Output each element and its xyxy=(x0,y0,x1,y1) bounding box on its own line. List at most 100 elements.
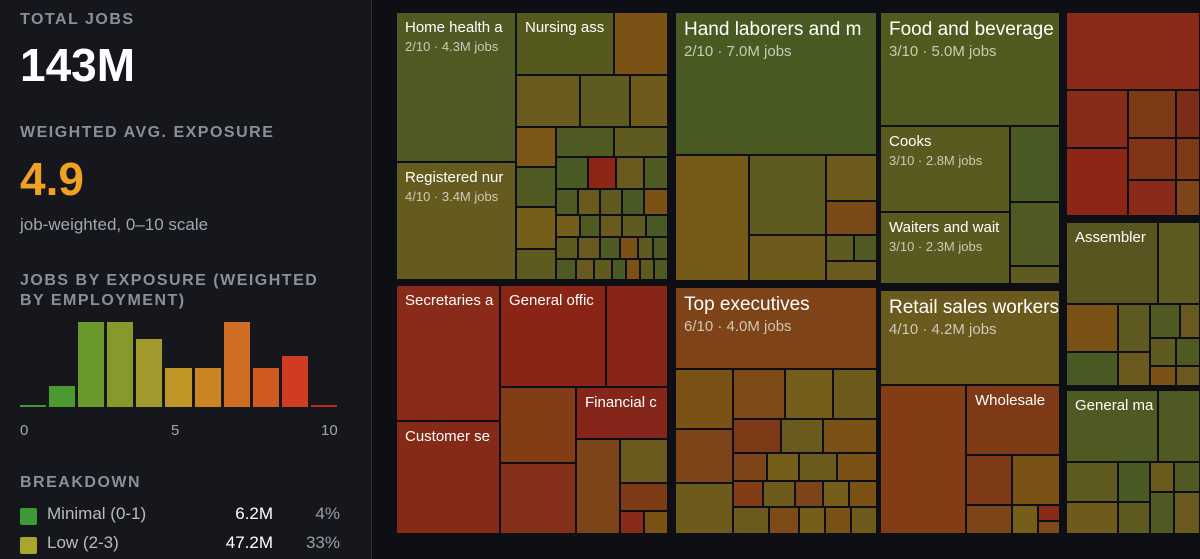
treemap-tile[interactable] xyxy=(556,237,578,259)
treemap-tile[interactable] xyxy=(1150,338,1176,366)
treemap-tile[interactable] xyxy=(1118,352,1150,386)
treemap-tile[interactable] xyxy=(576,439,620,534)
treemap-tile[interactable] xyxy=(600,215,622,237)
treemap-tile[interactable] xyxy=(1066,502,1118,534)
treemap-tile[interactable] xyxy=(630,75,668,127)
treemap-tile[interactable] xyxy=(799,453,837,481)
treemap-tile[interactable] xyxy=(1176,366,1200,386)
treemap-tile[interactable] xyxy=(826,201,877,235)
treemap-tile[interactable] xyxy=(1066,148,1128,216)
treemap-tile[interactable] xyxy=(825,507,851,534)
treemap-tile[interactable] xyxy=(733,369,785,419)
treemap-tile[interactable] xyxy=(556,157,588,189)
treemap-tile[interactable] xyxy=(1176,338,1200,366)
treemap-tile[interactable]: Food and beverage s 3/10 · 5.0M jobs xyxy=(880,12,1060,126)
treemap-tile[interactable] xyxy=(644,189,668,215)
treemap-tile[interactable] xyxy=(620,237,638,259)
treemap-tile[interactable] xyxy=(1038,521,1060,534)
treemap-tile[interactable] xyxy=(1150,462,1174,492)
treemap-tile[interactable] xyxy=(620,483,668,511)
treemap-tile[interactable] xyxy=(1066,90,1128,148)
treemap-tile[interactable] xyxy=(580,75,630,127)
treemap-tile[interactable]: General ma xyxy=(1066,390,1158,462)
treemap-tile[interactable] xyxy=(1118,462,1150,502)
treemap-tile[interactable] xyxy=(675,483,733,534)
treemap-tile[interactable] xyxy=(826,261,877,281)
treemap-tile[interactable] xyxy=(653,237,668,259)
treemap-tile[interactable] xyxy=(781,419,823,453)
treemap-tile[interactable] xyxy=(733,481,763,507)
treemap-tile[interactable] xyxy=(654,259,668,280)
treemap-tile[interactable] xyxy=(600,189,622,215)
treemap-tile[interactable] xyxy=(1012,455,1060,505)
treemap-tile[interactable] xyxy=(606,285,668,387)
treemap-tile[interactable] xyxy=(823,419,877,453)
treemap-tile[interactable] xyxy=(1174,462,1200,492)
treemap-tile[interactable] xyxy=(733,453,767,481)
treemap-tile[interactable] xyxy=(1066,352,1118,386)
treemap-tile[interactable] xyxy=(966,455,1012,505)
treemap-tile[interactable] xyxy=(1128,138,1176,180)
treemap-tile[interactable] xyxy=(1066,462,1118,502)
treemap-tile[interactable] xyxy=(578,189,600,215)
treemap-tile[interactable] xyxy=(854,235,877,261)
treemap-tile[interactable] xyxy=(1176,138,1200,180)
treemap-tile[interactable] xyxy=(880,385,966,534)
treemap-tile[interactable]: Nursing ass xyxy=(516,12,614,75)
treemap-tile[interactable] xyxy=(516,167,556,207)
treemap-tile[interactable] xyxy=(1010,266,1060,284)
treemap-tile[interactable] xyxy=(1118,304,1150,352)
treemap-tile[interactable] xyxy=(622,189,644,215)
treemap-tile[interactable] xyxy=(675,369,733,429)
treemap-tile[interactable] xyxy=(556,259,576,280)
treemap-tile[interactable] xyxy=(516,207,556,249)
treemap-tile[interactable] xyxy=(1128,180,1176,216)
treemap-tile[interactable] xyxy=(1158,222,1200,304)
treemap-tile[interactable]: Hand laborers and m 2/10 · 7.0M jobs xyxy=(675,12,877,155)
treemap-tile[interactable] xyxy=(1158,390,1200,462)
treemap-tile[interactable] xyxy=(799,507,825,534)
treemap-tile[interactable] xyxy=(1176,180,1200,216)
treemap-tile[interactable] xyxy=(588,157,616,189)
treemap-tile[interactable] xyxy=(849,481,877,507)
treemap-tile[interactable] xyxy=(1066,12,1200,90)
treemap-tile[interactable] xyxy=(622,215,646,237)
treemap-tile[interactable]: Waiters and wait 3/10 · 2.3M jobs xyxy=(880,212,1010,284)
treemap-tile[interactable]: Registered nur 4/10 · 3.4M jobs xyxy=(396,162,516,280)
treemap-tile[interactable] xyxy=(644,511,668,534)
treemap-tile[interactable] xyxy=(580,215,600,237)
treemap-tile[interactable] xyxy=(1180,304,1200,338)
treemap-tile[interactable] xyxy=(837,453,877,481)
treemap-tile[interactable] xyxy=(556,215,580,237)
treemap-tile[interactable] xyxy=(851,507,877,534)
treemap-tile[interactable] xyxy=(1176,90,1200,138)
treemap-tile[interactable] xyxy=(733,419,781,453)
treemap-tile[interactable]: Home health a 2/10 · 4.3M jobs xyxy=(396,12,516,162)
treemap-tile[interactable] xyxy=(578,237,600,259)
treemap-tile[interactable] xyxy=(966,505,1012,534)
treemap-tile[interactable] xyxy=(640,259,654,280)
treemap-tile[interactable] xyxy=(616,157,644,189)
treemap-tile[interactable] xyxy=(749,155,826,235)
treemap-tile[interactable] xyxy=(1118,502,1150,534)
treemap-tile[interactable] xyxy=(1038,505,1060,521)
treemap-tile[interactable]: Top executives 6/10 · 4.0M jobs xyxy=(675,287,877,369)
treemap-tile[interactable] xyxy=(769,507,799,534)
treemap-tile[interactable] xyxy=(1066,304,1118,352)
treemap-tile[interactable] xyxy=(638,237,653,259)
treemap-tile[interactable] xyxy=(1012,505,1038,534)
treemap-tile[interactable] xyxy=(614,12,668,75)
treemap-tile[interactable]: Secretaries a xyxy=(396,285,500,421)
treemap-tile[interactable] xyxy=(516,127,556,167)
treemap-tile[interactable] xyxy=(500,387,576,463)
treemap-tile[interactable]: Retail sales workers 4/10 · 4.2M jobs xyxy=(880,290,1060,385)
treemap-tile[interactable] xyxy=(1010,126,1060,202)
treemap-tile[interactable]: Cooks 3/10 · 2.8M jobs xyxy=(880,126,1010,212)
treemap-tile[interactable] xyxy=(620,439,668,483)
treemap-tile[interactable] xyxy=(795,481,823,507)
treemap-tile[interactable] xyxy=(1174,492,1200,534)
treemap-tile[interactable] xyxy=(763,481,795,507)
treemap-tile[interactable] xyxy=(594,259,612,280)
treemap-tile[interactable]: General offic xyxy=(500,285,606,387)
treemap-tile[interactable] xyxy=(500,463,576,534)
